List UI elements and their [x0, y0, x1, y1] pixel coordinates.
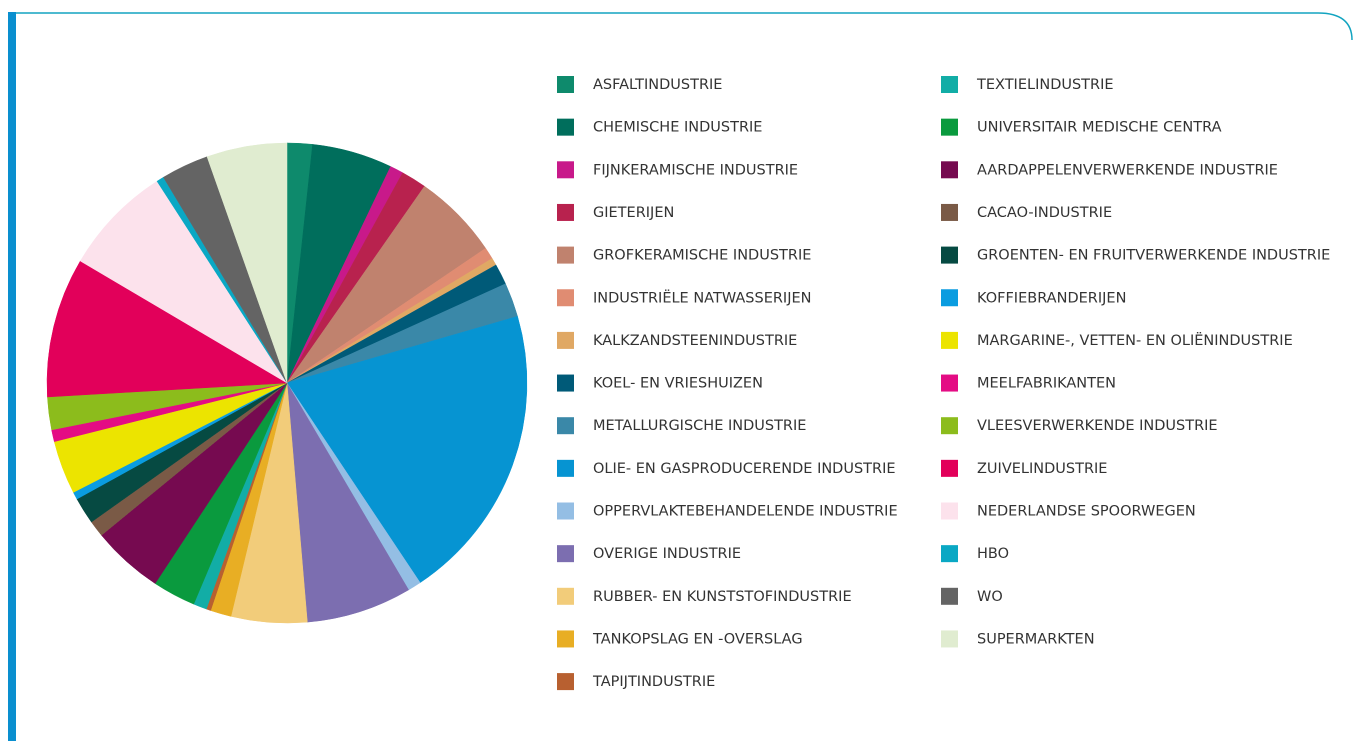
legend-label: WO — [977, 589, 1003, 605]
legend-label: OLIE- EN GASPRODUCERENDE INDUSTRIE — [593, 461, 896, 477]
legend-swatch — [941, 246, 958, 264]
legend-label: SUPERMARKTEN — [977, 631, 1095, 647]
legend-label: KALKZANDSTEENINDUSTRIE — [593, 333, 797, 349]
legend-label: TAPIJTINDUSTRIE — [592, 674, 715, 690]
legend-swatch — [941, 630, 958, 648]
legend-swatch — [557, 630, 574, 648]
pie-slice — [46, 260, 288, 398]
legend-label: NEDERLANDSE SPOORWEGEN — [977, 504, 1196, 520]
legend-label: ZUIVELINDUSTRIE — [977, 461, 1107, 477]
legend-label: GROFKERAMISCHE INDUSTRIE — [593, 248, 811, 264]
legend-label: METALLURGISCHE INDUSTRIE — [593, 418, 806, 434]
pie-slice — [206, 142, 288, 384]
legend-label: TANKOPSLAG EN -OVERSLAG — [592, 631, 803, 647]
legend-swatch — [941, 161, 958, 179]
legend-swatch — [557, 203, 574, 221]
legend-swatch — [557, 502, 574, 520]
legend-swatch — [557, 118, 574, 136]
legend-swatch — [941, 459, 958, 477]
legend-swatch — [557, 331, 574, 349]
legend-swatch — [941, 417, 958, 435]
legend-swatch — [557, 545, 574, 563]
legend-swatch — [557, 587, 574, 605]
legend-swatch — [557, 289, 574, 307]
legend-swatch — [557, 246, 574, 264]
legend-label: KOEL- EN VRIESHUIZEN — [593, 376, 763, 392]
legend-label: TEXTIELINDUSTRIE — [976, 77, 1114, 93]
legend-label: CHEMISCHE INDUSTRIE — [593, 120, 762, 136]
legend-label: ASFALTINDUSTRIE — [593, 77, 722, 93]
legend-swatch — [941, 502, 958, 520]
legend-swatch — [941, 203, 958, 221]
legend-swatch — [941, 118, 958, 136]
legend-swatch — [557, 374, 574, 392]
legend-swatch — [557, 417, 574, 435]
pie-slice — [79, 180, 288, 384]
legend-label: OVERIGE INDUSTRIE — [593, 546, 741, 562]
legend-label: FIJNKERAMISCHE INDUSTRIE — [593, 162, 798, 178]
legend-label: RUBBER- EN KUNSTSTOFINDUSTRIE — [593, 589, 852, 605]
legend-label: INDUSTRIËLE NATWASSERIJEN — [593, 288, 812, 306]
legend-label: MARGARINE-, VETTEN- EN OLIËNINDUSTRIE — [977, 331, 1293, 349]
legend-swatch — [557, 673, 574, 691]
pie-slice — [286, 316, 528, 584]
legend-swatch — [941, 76, 958, 93]
legend-swatch — [557, 161, 574, 179]
legend-swatch — [941, 374, 958, 392]
legend-label: CACAO-INDUSTRIE — [977, 205, 1112, 221]
legend-label: KOFFIEBRANDERIJEN — [977, 290, 1126, 306]
legend-label: MEELFABRIKANTEN — [977, 376, 1116, 392]
legend-swatch — [941, 587, 958, 605]
legend-label: HBO — [977, 546, 1009, 562]
legend-swatch — [941, 331, 958, 349]
legend-swatch — [557, 459, 574, 477]
legend-swatch — [941, 545, 958, 563]
legend-label: AARDAPPELENVERWERKENDE INDUSTRIE — [977, 162, 1278, 178]
legend-label: GIETERIJEN — [593, 205, 674, 221]
legend-swatch — [941, 289, 958, 307]
top-border — [16, 12, 1353, 41]
pie-slice — [286, 382, 409, 623]
legend-label: OPPERVLAKTEBEHANDELENDE INDUSTRIE — [593, 504, 898, 520]
legend-label: VLEESVERWERKENDE INDUSTRIE — [977, 418, 1218, 434]
legend-swatch — [557, 76, 574, 93]
legend-label: GROENTEN- EN FRUITVERWERKENDE INDUSTRIE — [977, 248, 1330, 264]
left-border — [8, 12, 16, 741]
legend-label: UNIVERSITAIR MEDISCHE CENTRA — [977, 120, 1222, 136]
